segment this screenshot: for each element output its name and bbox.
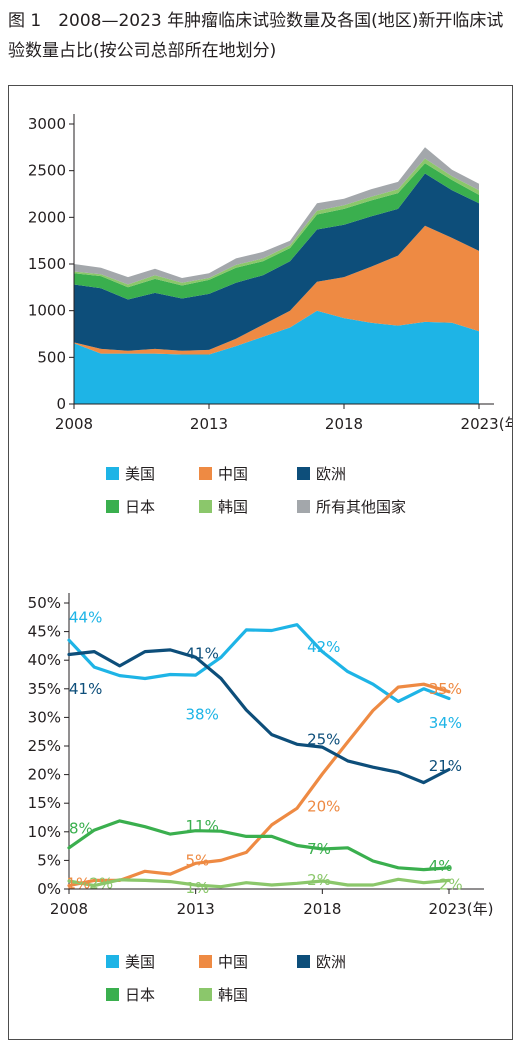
y-tick-label: 2000: [28, 208, 66, 226]
data-label: 25%: [307, 731, 340, 749]
share-line-chart: 0% 5% 10% 15% 20% 25% 30% 35% 40% 45% 50% 2008 2013 2…: [28, 593, 494, 918]
legend-swatch: [199, 988, 212, 1001]
legend-label: 欧洲: [316, 953, 347, 971]
area-series-0: [74, 310, 479, 404]
legend-label: 中国: [218, 953, 249, 971]
legend-swatch: [106, 500, 119, 513]
y-tick-label: 25%: [28, 737, 61, 755]
y-tick-label: 45%: [28, 623, 61, 641]
x-tick-label: 2008: [55, 415, 93, 433]
x-tick-label: 2013: [177, 900, 215, 918]
y-tick-label: 1500: [28, 255, 66, 273]
line-series-4: [67, 877, 451, 889]
data-label: 8%: [69, 819, 93, 837]
legend-line-chart: 美国 中国 欧洲日本 韩国: [9, 951, 512, 1011]
x-tick-label: 2018: [325, 415, 363, 433]
data-label: 41%: [69, 680, 102, 698]
legend-swatch: [106, 988, 119, 1001]
line-series-0: [67, 623, 451, 704]
data-label: 11%: [186, 817, 219, 835]
legend-item: 所有其他国家: [297, 496, 406, 517]
legend-item: 韩国: [199, 496, 248, 517]
y-tick-label: 30%: [28, 708, 61, 726]
data-label: 1%: [67, 874, 91, 892]
x-tick-label: 2023(年): [429, 900, 494, 918]
data-label: 7%: [307, 840, 331, 858]
y-tick-label: 15%: [28, 794, 61, 812]
legend-swatch: [297, 500, 310, 513]
y-tick-label: 50%: [28, 594, 61, 612]
line-series-1: [67, 682, 451, 888]
legend-item: 美国: [106, 951, 155, 972]
line-series-3: [67, 819, 451, 872]
legend-area-chart: 美国 中国 欧洲日本 韩国 所有其他国家: [9, 463, 512, 523]
data-label: 35%: [429, 680, 462, 698]
figure-title: 图 1 2008—2023 年肿瘤临床试验数量及各国(地区)新开临床试验数量占比…: [8, 11, 504, 61]
data-label: 21%: [429, 757, 462, 775]
legend-item: 日本: [106, 984, 155, 1005]
data-label: 44%: [69, 608, 102, 626]
area-series-1: [74, 225, 479, 355]
y-tick-label: 500: [37, 348, 66, 366]
y-tick-label: 35%: [28, 680, 61, 698]
y-tick-label: 0%: [37, 880, 61, 898]
legend-item: 韩国: [199, 984, 248, 1005]
stacked-area-chart: 0 500 1000 1500 2000 2500 3000 2008 2013 2018 2023…: [28, 114, 512, 433]
legend-item: 美国: [106, 463, 155, 484]
legend-label: 韩国: [218, 498, 249, 516]
legend-swatch: [199, 955, 212, 968]
data-label: 4%: [429, 857, 453, 875]
data-label: 2%: [89, 874, 113, 892]
y-tick-label: 10%: [28, 823, 61, 841]
y-tick-label: 5%: [37, 851, 61, 869]
data-label: 42%: [307, 638, 340, 656]
x-tick-label: 2013: [190, 415, 228, 433]
legend-swatch: [297, 955, 310, 968]
legend-label: 所有其他国家: [316, 498, 407, 516]
x-tick-label: 2018: [303, 900, 341, 918]
data-label: 5%: [186, 851, 210, 869]
y-tick-label: 3000: [28, 115, 66, 133]
data-label: 34%: [429, 714, 462, 732]
legend-label: 中国: [218, 465, 249, 483]
legend-label: 美国: [125, 953, 156, 971]
area-series-2: [74, 173, 479, 351]
figure-frame: 0 500 1000 1500 2000 2500 3000 2008 2013 2018 2023…: [8, 85, 513, 1040]
legend-label: 美国: [125, 465, 156, 483]
area-series-5: [74, 147, 479, 285]
legend-swatch: [297, 467, 310, 480]
x-tick-label: 2023(年): [461, 415, 512, 433]
x-tick-label: 2008: [50, 900, 88, 918]
legend-swatch: [106, 955, 119, 968]
y-tick-label: 2500: [28, 162, 66, 180]
legend-item: 欧洲: [297, 951, 346, 972]
y-tick-label: 0: [56, 395, 66, 413]
y-tick-label: 40%: [28, 651, 61, 669]
data-label: 41%: [186, 644, 219, 662]
data-label: 20%: [307, 798, 340, 816]
y-tick-label: 20%: [28, 766, 61, 784]
legend-item: 日本: [106, 496, 155, 517]
data-label: 38%: [186, 706, 219, 724]
data-label: 1%: [186, 879, 210, 897]
y-tick-label: 1000: [28, 302, 66, 320]
area-series-4: [74, 158, 479, 288]
area-series-3: [74, 163, 479, 300]
legend-item: 欧洲: [297, 463, 346, 484]
data-label: 2%: [439, 875, 463, 893]
legend-item: 中国: [199, 951, 248, 972]
legend-label: 韩国: [218, 986, 249, 1004]
legend-swatch: [199, 467, 212, 480]
legend-swatch: [106, 467, 119, 480]
legend-label: 欧洲: [316, 465, 347, 483]
legend-swatch: [199, 500, 212, 513]
legend-label: 日本: [125, 498, 156, 516]
legend-item: 中国: [199, 463, 248, 484]
line-series-2: [67, 648, 451, 785]
legend-label: 日本: [125, 986, 156, 1004]
data-label: 2%: [307, 871, 331, 889]
